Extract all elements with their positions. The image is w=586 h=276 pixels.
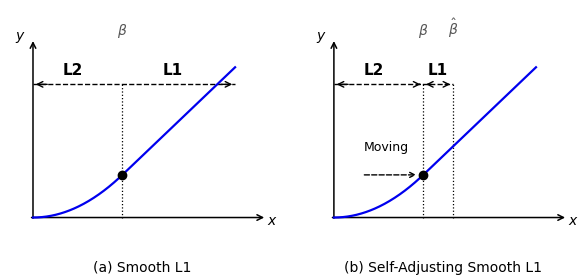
Text: x: x — [267, 214, 275, 228]
Text: y: y — [316, 29, 324, 43]
Text: (a) Smooth L1: (a) Smooth L1 — [93, 261, 192, 275]
Text: $\beta$: $\beta$ — [418, 22, 428, 40]
Text: Moving: Moving — [364, 141, 409, 154]
Text: L1: L1 — [428, 62, 448, 78]
Text: (b) Self-Adjusting Smooth L1: (b) Self-Adjusting Smooth L1 — [345, 261, 543, 275]
Text: L2: L2 — [63, 62, 83, 78]
Text: L1: L1 — [163, 62, 183, 78]
Text: L2: L2 — [364, 62, 384, 78]
Text: $\beta$: $\beta$ — [117, 22, 128, 40]
Text: x: x — [568, 214, 576, 228]
Text: y: y — [15, 29, 23, 43]
Text: $\hat{\beta}$: $\hat{\beta}$ — [448, 17, 458, 40]
